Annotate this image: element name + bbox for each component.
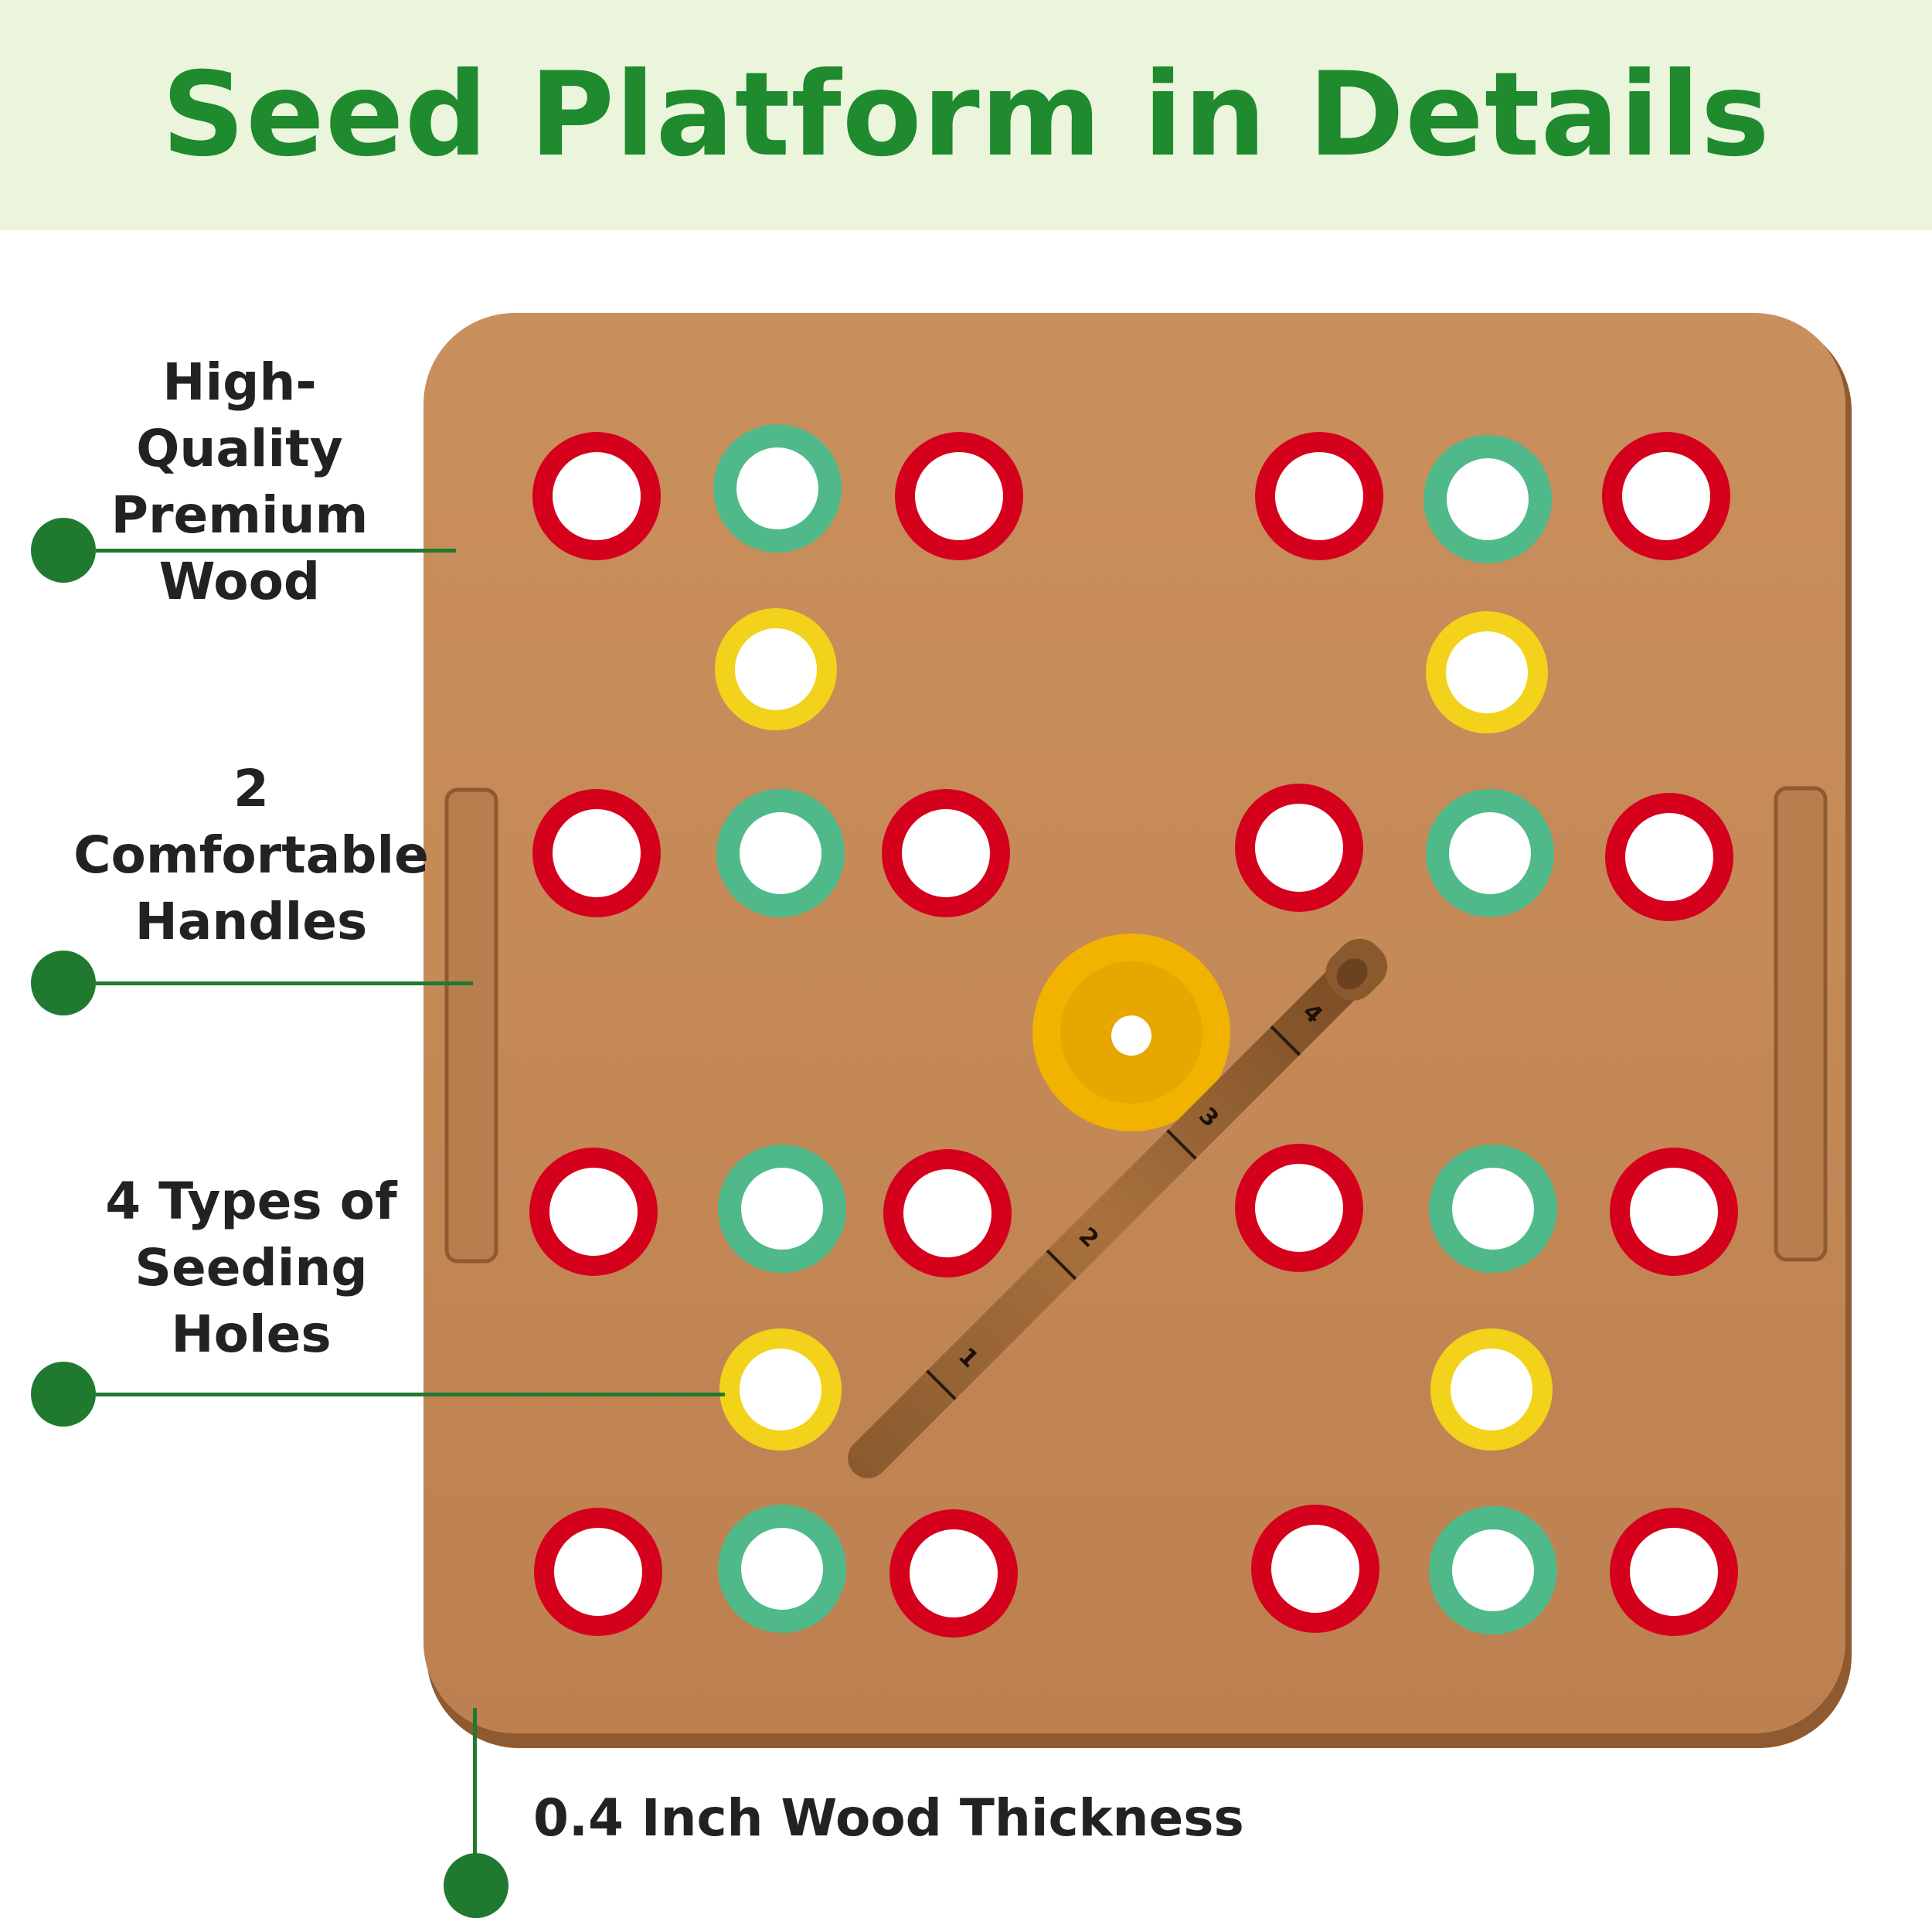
callout-handles-leader	[96, 981, 473, 985]
callout-wood-label: High-Quality Premium Wood	[62, 349, 417, 615]
hole-red	[529, 1148, 658, 1276]
callout-handles-label: 2 Comfortable Handles	[62, 756, 440, 955]
hole-red	[895, 432, 1023, 560]
dibber-stick: 1 2 3 4	[848, 938, 1388, 1478]
hole-red	[1255, 432, 1383, 560]
hole-yellow	[715, 608, 837, 730]
hole-red	[1610, 1508, 1738, 1636]
callout-holes-line-2: Seeding	[134, 1238, 368, 1298]
callout-wood-leader	[96, 549, 456, 553]
callout-holes-label: 4 Types of Seeding Holes	[85, 1168, 417, 1368]
hole-red	[1610, 1148, 1738, 1276]
right-handle	[1774, 786, 1828, 1262]
callout-holes-line-1: 4 Types of	[105, 1172, 397, 1231]
callout-handles-dot	[31, 951, 96, 1015]
hole-green	[1429, 1506, 1557, 1634]
hole-red	[534, 1508, 662, 1636]
hole-green	[718, 1145, 846, 1273]
hole-green	[1429, 1145, 1557, 1273]
callout-thickness-dot	[444, 1853, 509, 1918]
header-banner: Seed Platform in Details	[0, 0, 1932, 230]
callout-holes-line-3: Holes	[171, 1304, 332, 1364]
callout-thickness-leader	[473, 1708, 477, 1862]
hole-red	[1251, 1505, 1379, 1633]
callout-holes-leader	[96, 1393, 725, 1396]
hole-yellow	[719, 1328, 842, 1451]
callout-wood-line-1: High-Quality	[136, 352, 343, 478]
hole-green	[1426, 789, 1554, 917]
hole-red	[1602, 432, 1730, 560]
hole-red	[1235, 784, 1363, 912]
callout-handles-line-3: Handles	[134, 892, 368, 951]
hole-green	[718, 1505, 846, 1633]
funnel-icon	[1032, 934, 1230, 1131]
hole-red	[532, 432, 661, 560]
hole-red	[532, 789, 661, 917]
hole-red	[1605, 793, 1733, 921]
hole-yellow	[1430, 1328, 1553, 1451]
hole-green	[1423, 435, 1552, 563]
hole-red	[889, 1509, 1018, 1638]
red-seeding-holes	[529, 432, 1738, 1638]
callout-thickness-label: 0.4 Inch Wood Thickness	[533, 1788, 1244, 1848]
hole-green	[713, 424, 842, 553]
hole-yellow	[1426, 611, 1548, 733]
yellow-seeding-holes	[715, 608, 1553, 1451]
green-seeding-holes	[713, 424, 1557, 1634]
hole-red	[1235, 1144, 1363, 1272]
callout-wood-line-3: Wood	[158, 552, 321, 611]
callout-wood-line-2: Premium	[111, 485, 369, 545]
hole-green	[716, 789, 845, 917]
callout-wood-dot	[31, 518, 96, 583]
callout-holes-dot	[31, 1362, 96, 1427]
hole-red	[883, 1149, 1012, 1277]
hole-red	[882, 789, 1010, 917]
callout-handles-line-2: Comfortable	[73, 825, 429, 885]
page-title: Seed Platform in Details	[162, 48, 1770, 182]
callout-handles-line-1: 2	[233, 759, 269, 818]
left-handle	[444, 787, 498, 1264]
